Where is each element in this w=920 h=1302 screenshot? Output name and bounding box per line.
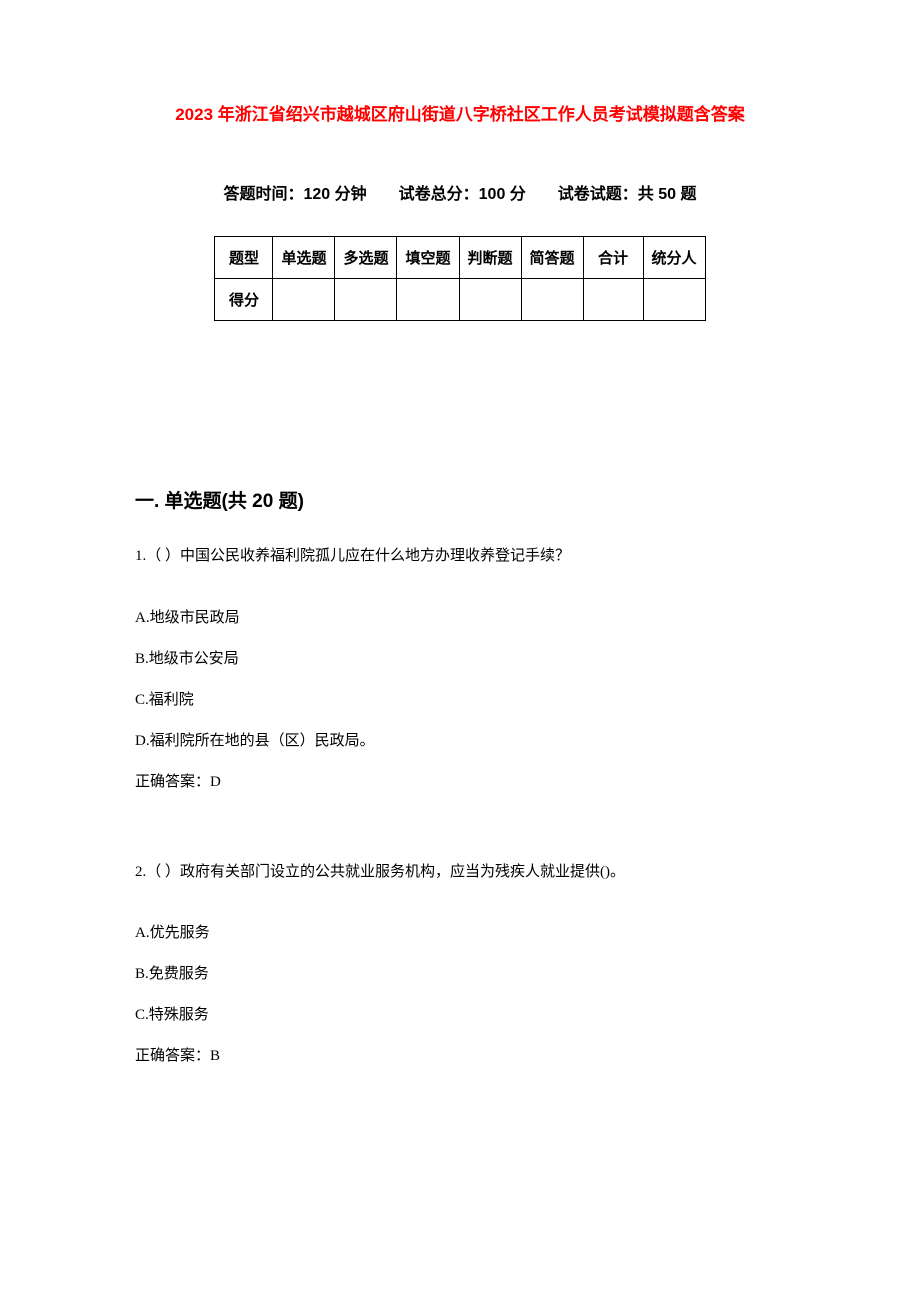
table-cell: 统分人 xyxy=(643,237,705,279)
question-text: 2.（ ）政府有关部门设立的公共就业服务机构，应当为残疾人就业提供()。 xyxy=(135,861,785,884)
question-block: 2.（ ）政府有关部门设立的公共就业服务机构，应当为残疾人就业提供()。 A.优… xyxy=(135,861,785,1066)
question-answer: 正确答案：D xyxy=(135,770,785,791)
table-cell xyxy=(583,279,643,321)
table-cell: 填空题 xyxy=(397,237,459,279)
table-cell: 单选题 xyxy=(273,237,335,279)
document-title: 2023 年浙江省绍兴市越城区府山街道八字桥社区工作人员考试模拟题含答案 xyxy=(135,100,785,125)
table-cell: 简答题 xyxy=(521,237,583,279)
table-cell: 判断题 xyxy=(459,237,521,279)
table-cell xyxy=(397,279,459,321)
question-option: C.特殊服务 xyxy=(135,1003,785,1024)
section-heading: 一. 单选题(共 20 题) xyxy=(135,486,785,513)
table-cell xyxy=(521,279,583,321)
question-text: 1.（ ）中国公民收养福利院孤儿应在什么地方办理收养登记手续？ xyxy=(135,545,785,568)
score-table: 题型 单选题 多选题 填空题 判断题 简答题 合计 统分人 得分 xyxy=(214,236,705,321)
table-cell xyxy=(643,279,705,321)
table-cell: 合计 xyxy=(583,237,643,279)
table-cell xyxy=(335,279,397,321)
question-option: D.福利院所在地的县（区）民政局。 xyxy=(135,729,785,750)
question-option: B.地级市公安局 xyxy=(135,647,785,668)
table-cell xyxy=(459,279,521,321)
question-option: A.优先服务 xyxy=(135,921,785,942)
table-row: 题型 单选题 多选题 填空题 判断题 简答题 合计 统分人 xyxy=(215,237,705,279)
question-option: C.福利院 xyxy=(135,688,785,709)
question-option: A.地级市民政局 xyxy=(135,606,785,627)
table-row-label: 题型 xyxy=(215,237,273,279)
question-option: B.免费服务 xyxy=(135,962,785,983)
document-subtitle: 答题时间：120 分钟 试卷总分：100 分 试卷试题：共 50 题 xyxy=(135,180,785,204)
table-row-label: 得分 xyxy=(215,279,273,321)
table-cell xyxy=(273,279,335,321)
question-answer: 正确答案：B xyxy=(135,1044,785,1065)
table-cell: 多选题 xyxy=(335,237,397,279)
table-row: 得分 xyxy=(215,279,705,321)
question-block: 1.（ ）中国公民收养福利院孤儿应在什么地方办理收养登记手续？ A.地级市民政局… xyxy=(135,545,785,791)
